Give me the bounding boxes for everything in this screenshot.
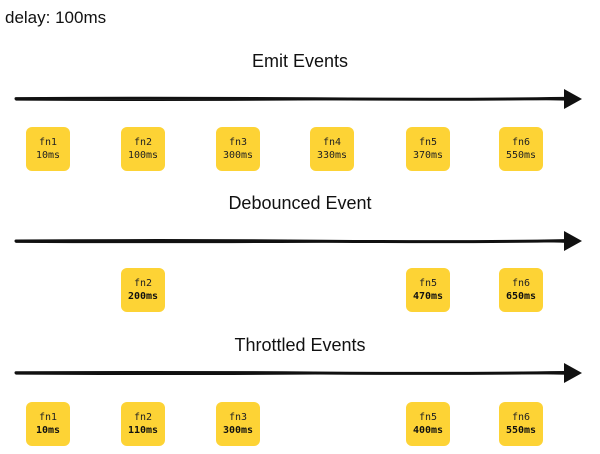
event-box: fn1 10ms — [26, 402, 70, 446]
event-box: fn3 300ms — [216, 127, 260, 171]
event-time: 470ms — [412, 291, 444, 302]
event-name: fn2 — [133, 412, 153, 423]
event-name: fn6 — [511, 278, 531, 289]
event-name: fn5 — [418, 137, 438, 148]
section-title-throttled: Throttled Events — [234, 335, 366, 355]
delay-label: delay: 100ms — [5, 8, 107, 27]
event-box: fn2 110ms — [121, 402, 165, 446]
event-name: fn6 — [511, 412, 531, 423]
event-box: fn6 550ms — [499, 127, 543, 171]
event-name: fn2 — [133, 137, 153, 148]
event-name: fn4 — [322, 137, 342, 148]
event-time: 370ms — [412, 150, 444, 161]
event-time: 100ms — [127, 150, 159, 161]
event-box: fn5 470ms — [406, 268, 450, 312]
event-box: fn4 330ms — [310, 127, 354, 171]
event-time: 550ms — [505, 425, 537, 436]
event-name: fn2 — [133, 278, 153, 289]
event-name: fn1 — [38, 412, 58, 423]
event-box: fn6 550ms — [499, 402, 543, 446]
event-time: 10ms — [35, 150, 61, 161]
event-time: 300ms — [222, 425, 254, 436]
event-time: 400ms — [412, 425, 444, 436]
event-box: fn3 300ms — [216, 402, 260, 446]
event-name: fn3 — [228, 137, 248, 148]
section-title-debounced: Debounced Event — [228, 193, 372, 213]
event-box: fn5 370ms — [406, 127, 450, 171]
event-time: 10ms — [35, 425, 61, 436]
event-box: fn5 400ms — [406, 402, 450, 446]
event-box: fn2 100ms — [121, 127, 165, 171]
event-name: fn6 — [511, 137, 531, 148]
event-name: fn5 — [418, 412, 438, 423]
event-box: fn1 10ms — [26, 127, 70, 171]
event-name: fn3 — [228, 412, 248, 423]
event-time: 330ms — [316, 150, 348, 161]
event-box: fn2 200ms — [121, 268, 165, 312]
event-time: 200ms — [127, 291, 159, 302]
timeline-arrow-debounced — [14, 231, 582, 251]
event-time: 550ms — [505, 150, 537, 161]
event-name: fn5 — [418, 278, 438, 289]
event-time: 300ms — [222, 150, 254, 161]
event-name: fn1 — [38, 137, 58, 148]
event-time: 650ms — [505, 291, 537, 302]
section-title-emit: Emit Events — [251, 51, 349, 71]
timeline-arrow-throttled — [14, 363, 582, 383]
event-time: 110ms — [127, 425, 159, 436]
timeline-arrow-emit — [14, 89, 582, 109]
event-box: fn6 650ms — [499, 268, 543, 312]
